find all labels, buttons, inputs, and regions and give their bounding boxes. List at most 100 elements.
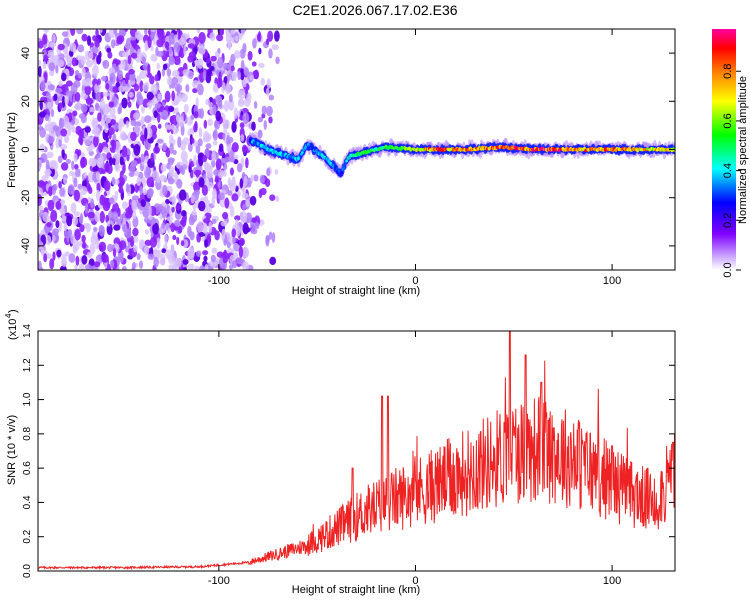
noise-cell xyxy=(215,177,220,183)
noise-cell xyxy=(237,190,241,198)
noise-cell xyxy=(232,242,241,253)
noise-cell xyxy=(202,70,207,81)
snr-axes: -100 0 100 0.0 0.2 0.4 0.6 0.8 1.0 1.2 1.4 xyxy=(22,324,675,587)
noise-cell xyxy=(111,139,117,151)
noise-cell xyxy=(239,68,245,81)
noise-cell xyxy=(139,70,147,80)
noise-cell xyxy=(85,77,92,87)
noise-cell xyxy=(255,222,260,230)
noise-cell xyxy=(103,104,109,116)
noise-cell xyxy=(102,91,110,97)
noise-cell xyxy=(250,174,254,182)
noise-cell xyxy=(122,265,127,270)
noise-cell xyxy=(54,233,60,242)
noise-cell xyxy=(129,73,136,82)
noise-cell xyxy=(140,199,147,208)
noise-cell xyxy=(169,142,174,155)
noise-cell xyxy=(164,90,171,103)
noise-cell xyxy=(193,110,199,119)
noise-cell xyxy=(60,128,68,137)
noise-cell xyxy=(125,42,131,50)
noise-cell xyxy=(231,260,238,269)
noise-cell xyxy=(214,120,220,130)
noise-cell xyxy=(187,55,194,63)
noise-cell xyxy=(47,135,55,144)
noise-cell xyxy=(217,192,225,201)
noise-cell xyxy=(144,40,148,52)
noise-cell xyxy=(253,69,260,80)
noise-cell xyxy=(205,143,212,149)
noise-cell xyxy=(240,133,245,142)
noise-cell xyxy=(119,156,124,166)
noise-cell xyxy=(273,30,280,42)
noise-cell xyxy=(67,184,75,195)
noise-cell xyxy=(237,99,245,108)
noise-cell xyxy=(125,120,130,129)
noise-cell xyxy=(194,265,200,270)
noise-cell xyxy=(127,100,132,108)
noise-cell xyxy=(85,59,93,68)
noise-cell xyxy=(160,163,167,172)
noise-cell xyxy=(206,233,212,244)
noise-cell xyxy=(234,218,239,230)
noise-cell xyxy=(171,76,178,86)
noise-cell xyxy=(203,119,208,129)
noise-cell xyxy=(58,102,63,110)
noise-cell xyxy=(177,136,182,148)
noise-cell xyxy=(97,112,102,122)
noise-cell xyxy=(77,44,85,53)
noise-cell xyxy=(275,56,280,65)
noise-cell xyxy=(119,131,127,141)
noise-cell xyxy=(78,113,86,120)
noise-cell xyxy=(38,59,42,66)
noise-cell xyxy=(181,158,189,171)
noise-cell xyxy=(150,181,155,188)
noise-cell xyxy=(268,231,273,240)
noise-cell xyxy=(105,114,112,124)
noise-cell xyxy=(206,181,215,189)
noise-cell xyxy=(180,210,187,217)
noise-cell xyxy=(232,235,236,245)
y-tick-label: 20 xyxy=(20,95,32,107)
noise-cell xyxy=(118,187,124,194)
noise-cell xyxy=(144,239,152,247)
noise-cell xyxy=(92,46,99,54)
noise-cell xyxy=(95,189,101,201)
noise-cell xyxy=(74,228,81,241)
noise-cell xyxy=(147,214,154,220)
noise-cell xyxy=(96,157,104,169)
noise-cell xyxy=(166,162,171,170)
noise-cell xyxy=(251,121,256,131)
noise-cell xyxy=(136,253,141,261)
noise-cell xyxy=(47,84,55,91)
noise-cell xyxy=(247,50,253,61)
noise-cell xyxy=(77,149,82,157)
noise-cell xyxy=(126,153,130,162)
noise-cell xyxy=(139,80,144,92)
noise-cell xyxy=(265,105,273,117)
noise-cell xyxy=(61,215,67,222)
snr-scale-exponent: 4 xyxy=(4,313,13,318)
noise-cell xyxy=(53,93,58,101)
noise-cell xyxy=(58,181,62,189)
noise-cell xyxy=(113,224,121,231)
noise-cell xyxy=(165,147,171,158)
noise-cell xyxy=(134,170,140,177)
noise-cell xyxy=(118,176,125,187)
noise-cell xyxy=(156,176,161,184)
noise-cell xyxy=(166,76,173,86)
noise-cell xyxy=(123,228,132,239)
noise-cell xyxy=(242,77,247,88)
noise-cell xyxy=(156,38,164,48)
noise-cell xyxy=(84,126,91,133)
noise-cell xyxy=(182,258,189,265)
y-tick-label: 0.0 xyxy=(22,564,33,578)
noise-cell xyxy=(84,202,89,215)
noise-cell xyxy=(116,65,120,76)
noise-cell xyxy=(70,233,76,245)
noise-cell xyxy=(105,82,110,90)
noise-cell xyxy=(127,54,132,65)
noise-cell xyxy=(237,71,242,80)
noise-cell xyxy=(81,33,88,42)
noise-region xyxy=(38,29,280,270)
